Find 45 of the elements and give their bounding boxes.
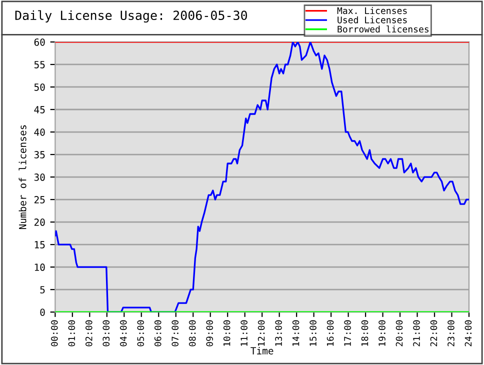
y-tick-label: 0	[40, 308, 45, 316]
x-tick-label: 02:00	[85, 320, 92, 346]
chart-title: Daily License Usage: 2006-05-30	[15, 10, 248, 23]
y-axis-title: Number of licenses	[18, 125, 26, 230]
x-tick-label: 05:00	[137, 320, 144, 346]
y-tick-label: 25	[34, 196, 45, 204]
x-tick-label: 10:00	[223, 320, 230, 346]
x-tick-label: 08:00	[188, 320, 196, 346]
x-tick-label: 22:00	[430, 320, 438, 346]
y-tick-label: 60	[34, 38, 45, 46]
x-tick-label: 15:00	[310, 320, 316, 346]
x-tick-label: 18:00	[361, 320, 368, 346]
x-tick-label: 00:00	[50, 320, 58, 346]
x-tick-label: 07:00	[172, 320, 179, 346]
y-tick-label: 20	[34, 218, 45, 226]
y-tick-label: 50	[34, 83, 45, 91]
x-tick-label: 14:00	[292, 320, 300, 346]
x-tick-label: 17:00	[344, 320, 351, 346]
x-tick-label: 03:00	[102, 320, 110, 346]
x-tick-label: 21:00	[413, 320, 420, 346]
x-tick-label: 12:00	[258, 320, 265, 346]
x-tick-label: 24:00	[464, 320, 472, 346]
x-tick-label: 11:00	[240, 320, 248, 346]
y-tick-label: 45	[34, 106, 45, 114]
y-tick-label: 15	[34, 241, 45, 248]
y-tick-label: 40	[34, 128, 45, 136]
legend-label: Max. Licenses	[337, 7, 407, 14]
legend-label: Borrowed licenses	[338, 26, 428, 33]
legend-label: Used Licenses	[338, 16, 407, 24]
x-tick-label: 06:00	[154, 320, 162, 346]
y-tick-label: 5	[40, 286, 45, 294]
x-tick-label: 09:00	[206, 320, 213, 346]
x-tick-label: 16:00	[326, 320, 334, 346]
x-tick-label: 20:00	[396, 320, 403, 346]
y-tick-label: 30	[34, 174, 45, 181]
x-axis-title: Time	[250, 346, 274, 354]
y-tick-label: 35	[34, 151, 45, 158]
y-tick-label: 55	[34, 61, 45, 68]
x-tick-label: 01:00	[68, 320, 76, 346]
x-tick-label: 13:00	[275, 320, 282, 346]
x-tick-label: 04:00	[120, 320, 127, 346]
x-tick-label: 19:00	[378, 320, 386, 346]
x-tick-label: 23:00	[448, 320, 454, 346]
y-tick-label: 10	[34, 264, 45, 271]
line-series	[55, 42, 469, 312]
